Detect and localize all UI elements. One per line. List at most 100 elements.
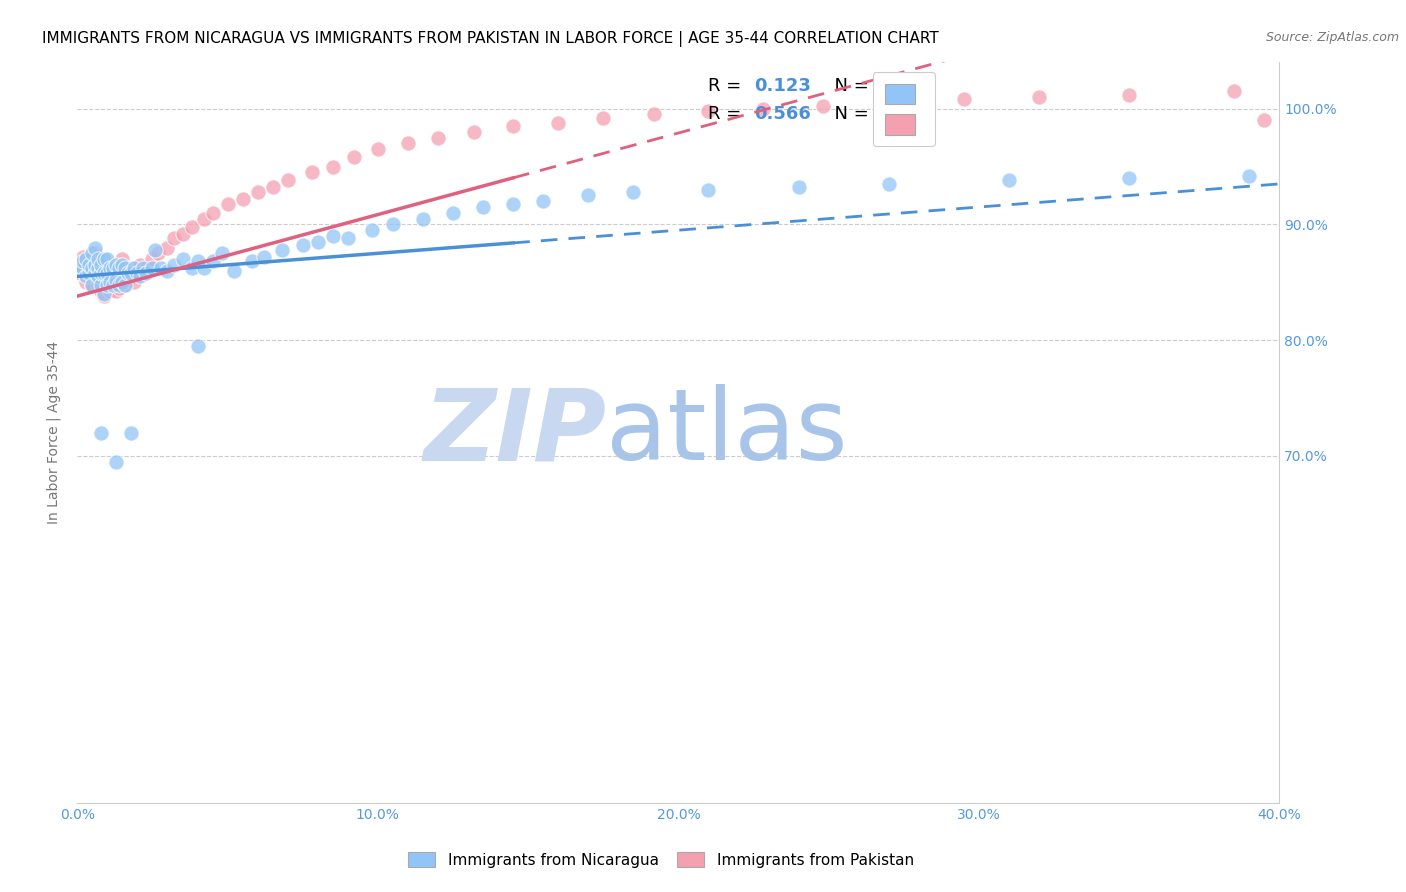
Point (120, 261, 142, 276)
Point (145, 243, 167, 257)
Point (111, 258, 134, 272)
Point (82, 261, 104, 276)
Point (751, 102, 773, 116)
Point (117, 266, 139, 280)
Point (100, 261, 122, 276)
Point (75, 269, 97, 284)
Point (129, 258, 152, 272)
Point (998, 173, 1021, 187)
Point (84, 269, 107, 284)
Point (96, 266, 118, 280)
Point (697, 103, 720, 118)
Point (277, 173, 299, 187)
Point (72, 261, 94, 276)
Point (1253, 113, 1275, 128)
Point (114, 277, 136, 292)
Point (187, 254, 209, 268)
Point (105, 285, 128, 299)
Point (322, 229, 344, 244)
Point (75, 258, 97, 272)
Text: R =: R = (709, 105, 748, 123)
Point (592, 111, 614, 125)
Point (156, 263, 179, 277)
Point (270, 243, 292, 257)
Point (307, 235, 329, 249)
Point (412, 211, 434, 226)
Point (262, 180, 284, 194)
Point (69, 266, 91, 280)
Point (90, 285, 112, 299)
Point (343, 150, 366, 164)
Point (87, 261, 110, 276)
Point (953, 93, 976, 107)
Point (100, 285, 122, 299)
Legend: , : , (873, 72, 935, 146)
Point (72, 250, 94, 264)
Point (502, 119, 524, 133)
Point (127, 266, 149, 280)
Point (82, 252, 104, 266)
Point (129, 269, 152, 284)
Text: IMMIGRANTS FROM NICARAGUA VS IMMIGRANTS FROM PAKISTAN IN LABOR FORCE | AGE 35-44: IMMIGRANTS FROM NICARAGUA VS IMMIGRANTS … (42, 31, 939, 47)
Point (69, 263, 91, 277)
Point (84, 266, 107, 280)
Point (79, 261, 101, 276)
Point (531, 194, 554, 209)
Text: 0.123: 0.123 (754, 78, 811, 95)
Point (141, 261, 163, 276)
Text: N =: N = (823, 78, 875, 95)
Point (180, 261, 202, 276)
Point (232, 192, 254, 206)
Point (103, 277, 125, 292)
Point (93, 289, 115, 303)
Point (811, 99, 834, 113)
Point (108, 261, 131, 276)
Point (127, 266, 149, 280)
Point (240, 254, 263, 268)
Point (1118, 87, 1140, 102)
Point (111, 275, 134, 289)
Point (84, 246, 107, 260)
Point (322, 160, 344, 174)
Point (1028, 90, 1050, 104)
Point (82, 277, 104, 292)
Point (193, 211, 215, 226)
Point (180, 219, 202, 234)
Point (441, 206, 464, 220)
Point (201, 254, 224, 268)
Point (87, 252, 110, 266)
Point (877, 95, 900, 110)
Point (75, 275, 97, 289)
Point (90, 266, 112, 280)
Point (120, 425, 142, 440)
Point (472, 200, 495, 214)
Point (79, 266, 101, 280)
Point (84, 241, 107, 255)
Point (96, 281, 118, 295)
Point (172, 227, 194, 241)
Point (114, 277, 136, 292)
Point (105, 266, 128, 280)
Point (148, 246, 170, 260)
Point (291, 238, 314, 252)
Point (301, 165, 323, 179)
Point (162, 231, 184, 245)
Point (82, 246, 104, 260)
Point (111, 252, 134, 266)
Point (84, 258, 107, 272)
Point (93, 266, 115, 280)
Point (211, 246, 233, 260)
Point (87, 277, 110, 292)
Point (96, 277, 118, 292)
Point (156, 241, 179, 255)
Point (246, 185, 269, 199)
Point (108, 277, 131, 292)
Point (187, 339, 209, 353)
Point (172, 252, 194, 266)
Point (108, 281, 131, 295)
Point (100, 275, 122, 289)
Point (90, 425, 112, 440)
Text: N =: N = (823, 105, 875, 123)
Point (141, 252, 163, 266)
Point (193, 261, 215, 276)
